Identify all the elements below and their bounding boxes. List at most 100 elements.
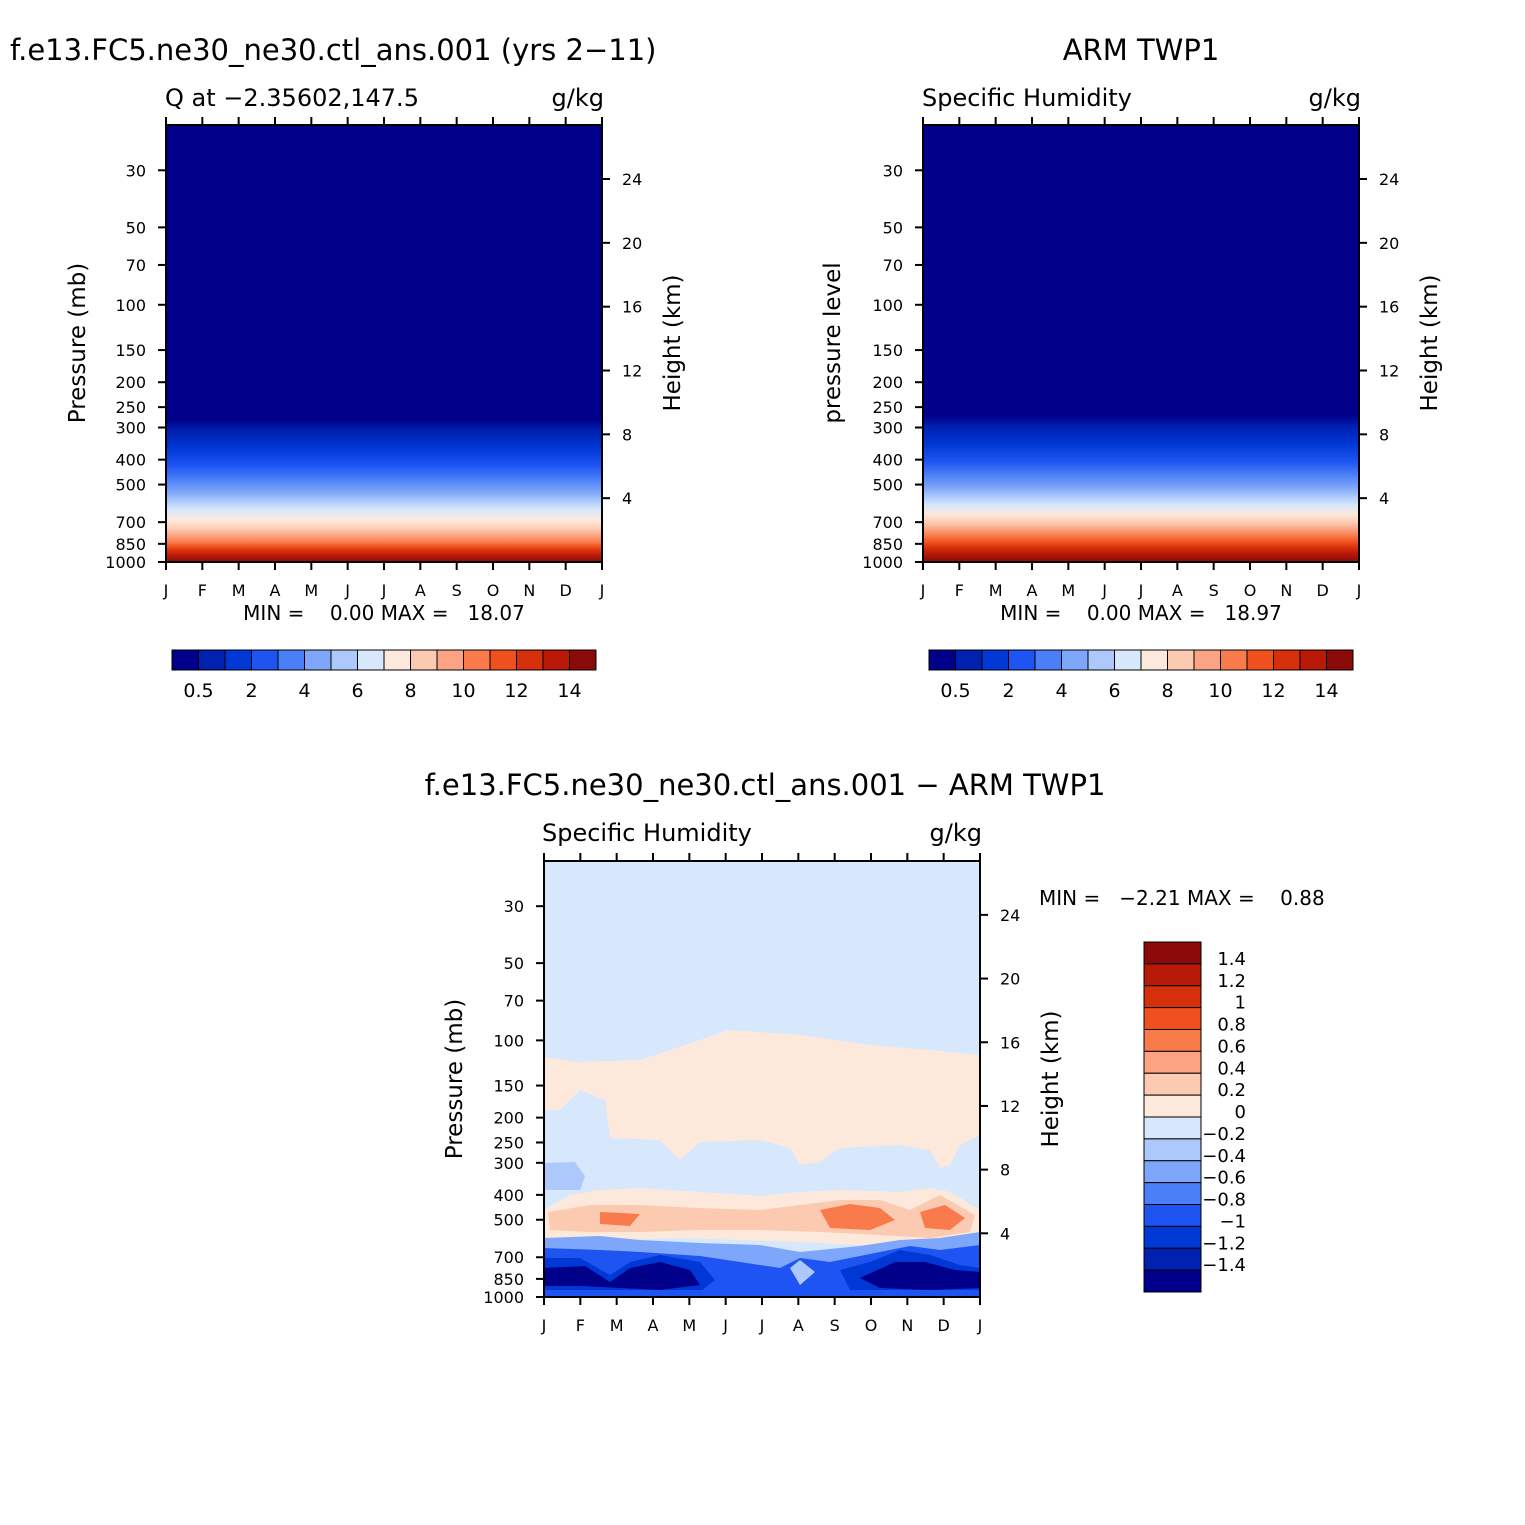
x-tick-label: J	[163, 581, 169, 600]
colorbar-label: 4	[298, 680, 310, 702]
colorbar-swatch	[1167, 649, 1195, 671]
min-max-text: MIN = 0.00 MAX = 18.07	[243, 601, 525, 625]
x-tick-label: J	[977, 1316, 983, 1335]
colorbar-swatch	[1143, 1007, 1202, 1030]
y2-axis: 24 20 16 12 8 4	[980, 906, 1020, 1243]
colorbar-label: −0.8	[1202, 1190, 1246, 1211]
colorbar-swatch	[1143, 1138, 1202, 1162]
y2-tick-label: 12	[1379, 362, 1399, 381]
colorbar-label: 12	[1261, 680, 1285, 702]
colorbar-label: 6	[351, 680, 363, 702]
y-tick-label: 1000	[862, 553, 903, 572]
colorbar: 0.5 2 4 6 8 10 12 14	[928, 649, 1354, 702]
colorbar-swatch	[1061, 649, 1089, 671]
colorbar-swatch	[981, 649, 1009, 671]
colorbar: 1.41.210.80.60.40.20−0.2−0.4−0.6−0.8−1−1…	[1143, 941, 1246, 1293]
colorbar-label: 0.5	[183, 680, 213, 702]
x-tick-label: D	[938, 1316, 950, 1335]
panel-title: ARM TWP1	[1063, 33, 1220, 67]
x-tick-label: D	[560, 581, 572, 600]
colorbar-label: 0.8	[1217, 1015, 1246, 1036]
colorbar-label: 6	[1108, 680, 1120, 702]
colorbar-swatch	[1114, 649, 1142, 671]
y2-tick-label: 8	[1379, 425, 1389, 444]
colorbar-swatch	[1326, 649, 1354, 671]
y-tick-label: 850	[115, 535, 146, 554]
y-tick-label: 200	[493, 1109, 524, 1128]
x-tick-label: F	[955, 581, 964, 600]
y2-axis-title: Height (km)	[660, 274, 686, 411]
y-tick-label: 50	[504, 954, 524, 973]
y-tick-label: 250	[493, 1133, 524, 1152]
left-label: Specific Humidity	[922, 84, 1132, 112]
y-axis-title: Pressure (mb)	[65, 263, 91, 423]
colorbar-swatch	[928, 649, 956, 671]
colorbar-swatch	[1034, 649, 1062, 671]
y-tick-label: 1000	[483, 1288, 524, 1307]
field-upper-positive	[544, 1030, 980, 1168]
colorbar-swatch	[251, 649, 279, 671]
y-tick-label: 70	[883, 256, 903, 275]
colorbar-label: 8	[1161, 680, 1173, 702]
colorbar-label: −0.2	[1202, 1124, 1246, 1145]
y-axis-title: pressure level	[820, 262, 846, 423]
colorbar-label: 2	[1002, 680, 1014, 702]
field-lower-troposphere-dry	[544, 1162, 585, 1190]
colorbar-label: 0.2	[1217, 1080, 1246, 1101]
colorbar-swatch	[1299, 649, 1327, 671]
colorbar: 0.5 2 4 6 8 10 12 14	[171, 649, 597, 702]
x-tick-label: S	[830, 1316, 840, 1335]
colorbar-label: 0.5	[940, 680, 970, 702]
y-tick-label: 30	[504, 897, 524, 916]
x-tick-label: M	[682, 1316, 696, 1335]
colorbar-label: 0.6	[1217, 1036, 1246, 1057]
y-tick-label: 850	[872, 535, 903, 554]
units-label: g/kg	[930, 819, 982, 847]
x-tick-label: F	[576, 1316, 585, 1335]
y-tick-label: 400	[493, 1186, 524, 1205]
colorbar-swatch	[1143, 1225, 1202, 1249]
y-tick-label: 100	[115, 296, 146, 315]
x-tick-label: O	[865, 1316, 878, 1335]
x-tick-label: J	[722, 1316, 728, 1335]
y2-tick-label: 12	[622, 362, 642, 381]
y-tick-label: 250	[872, 398, 903, 417]
y-tick-label: 500	[493, 1211, 524, 1230]
colorbar-swatch	[1143, 1094, 1202, 1118]
y2-tick-label: 16	[1000, 1033, 1020, 1052]
panel-title: f.e13.FC5.ne30_ne30.ctl_ans.001 (yrs 2−1…	[10, 33, 656, 67]
colorbar-label: −1.2	[1202, 1233, 1246, 1254]
x-tick-label: S	[452, 581, 462, 600]
y2-tick-label: 8	[622, 425, 632, 444]
colorbar-label: 0.4	[1217, 1058, 1246, 1079]
colorbar-swatch	[1008, 649, 1036, 671]
y2-tick-label: 4	[1000, 1224, 1010, 1243]
x-tick-label: M	[1061, 581, 1075, 600]
colorbar-swatch	[955, 649, 983, 671]
colorbar-swatch	[1143, 1247, 1202, 1271]
y-tick-label: 700	[493, 1248, 524, 1267]
colorbar-label: 10	[451, 680, 475, 702]
colorbar-swatch	[516, 649, 544, 671]
x-tick-label: J	[1101, 581, 1107, 600]
colorbar-swatch	[1143, 1072, 1202, 1096]
colorbar-swatch	[436, 649, 464, 671]
colorbar-label: 2	[245, 680, 257, 702]
y-tick-label: 700	[872, 513, 903, 532]
colorbar-label: 14	[1314, 680, 1338, 702]
panel-model: f.e13.FC5.ne30_ne30.ctl_ans.001 (yrs 2−1…	[10, 33, 686, 702]
x-tick-label: J	[920, 581, 926, 600]
x-tick-label: J	[344, 581, 350, 600]
colorbar-swatch	[489, 649, 517, 671]
x-tick-label: M	[304, 581, 318, 600]
colorbar-label: 8	[404, 680, 416, 702]
y-tick-label: 50	[883, 218, 903, 237]
colorbar-label: 12	[504, 680, 528, 702]
y2-axis: 24 20 16 12 8 4	[602, 170, 642, 508]
colorbar-label: −1.4	[1202, 1255, 1246, 1276]
y2-tick-label: 12	[1000, 1097, 1020, 1116]
